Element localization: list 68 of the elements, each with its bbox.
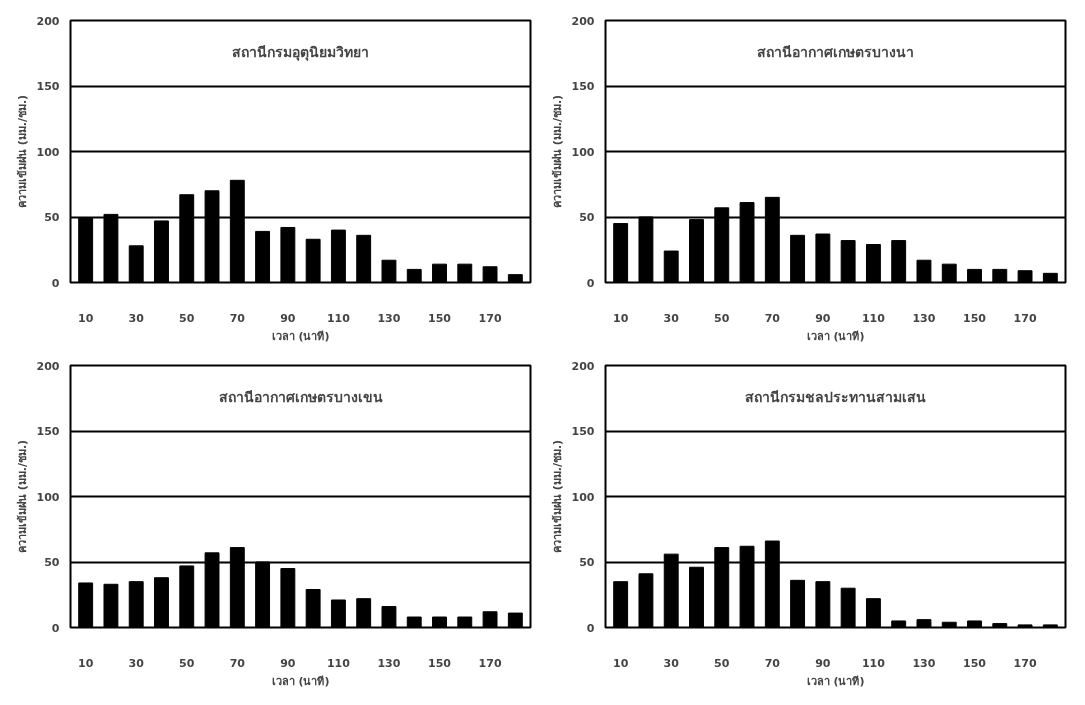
y-tick-label: 200 [571,359,595,373]
x-axis-title: เวลา (นาที) [271,329,330,343]
x-tick-label: 30 [663,656,680,670]
x-tick-label: 70 [229,656,246,670]
x-tick-label: 70 [764,311,781,325]
y-tick-label: 100 [36,490,60,504]
x-tick-label: 150 [963,656,987,670]
x-tick-label: 110 [326,311,351,325]
y-tick-label: 0 [51,621,60,635]
x-tick-label: 50 [179,311,195,325]
y-tick-label: 150 [571,80,595,93]
x-tick-label: 130 [912,311,936,325]
x-tick-label: 50 [714,656,730,670]
x-axis-title: เวลา (นาที) [271,674,330,688]
x-tick-label: 110 [861,311,886,325]
text: สถานีกรมอุตุนิยมวิทยา [232,43,369,61]
y-tick-label: 50 [579,211,595,224]
x-axis-title: เวลา (นาที) [806,674,865,688]
x-tick-label: 170 [1013,311,1037,325]
y-tick-label: 50 [579,556,595,569]
x-tick-label: 10 [78,656,94,670]
y-tick-label: 100 [571,490,595,504]
x-tick-label: 10 [78,311,94,325]
y-axis-title: ความเข้มฝน (มม./ชม.) [15,94,29,209]
y-tick-label: 200 [571,14,595,28]
x-tick-label: 10 [613,311,629,325]
y-tick-label: 150 [36,425,60,438]
x-tick-label: 170 [478,656,502,670]
y-tick-label: 200 [36,14,60,28]
x-tick-label: 70 [764,656,781,670]
x-tick-label: 50 [179,656,195,670]
y-tick-label: 50 [44,556,60,569]
x-tick-label: 70 [229,311,246,325]
x-tick-label: 130 [377,311,401,325]
y-tick-label: 150 [571,425,595,438]
x-tick-label: 30 [128,311,145,325]
x-tick-label: 150 [428,656,452,670]
y-tick-label: 0 [586,621,595,635]
x-tick-label: 170 [1013,656,1037,670]
y-tick-label: 0 [586,276,595,290]
y-axis-title: ความเข้มฝน (มม./ชม.) [550,439,564,554]
text: สถานีอากาศเกษตรบางเขน [218,388,383,405]
x-tick-label: 130 [912,656,936,670]
text: สถานีอากาศเกษตรบางนา [757,43,914,60]
x-tick-label: 90 [815,311,831,325]
x-tick-label: 110 [861,656,886,670]
x-tick-label: 50 [714,311,730,325]
y-tick-label: 50 [44,211,60,224]
y-tick-label: 0 [51,276,60,290]
x-tick-label: 130 [377,656,401,670]
y-axis-title: ความเข้มฝน (มม./ชม.) [550,94,564,209]
y-tick-label: 200 [36,359,60,373]
x-tick-label: 170 [478,311,502,325]
x-tick-label: 30 [663,311,680,325]
y-axis-title: ความเข้มฝน (มม./ชม.) [15,439,29,554]
text: สถานีกรมชลประทานสามเสน [745,388,926,405]
y-tick-label: 150 [36,80,60,93]
x-tick-label: 150 [428,311,452,325]
x-tick-label: 110 [326,656,351,670]
x-tick-label: 90 [815,656,831,670]
x-tick-label: 10 [613,656,629,670]
y-tick-label: 100 [36,145,60,159]
x-tick-label: 90 [280,656,296,670]
x-axis-title: เวลา (นาที) [806,329,865,343]
x-tick-label: 150 [963,311,987,325]
y-tick-label: 100 [571,145,595,159]
x-tick-label: 30 [128,656,145,670]
x-tick-label: 90 [280,311,296,325]
